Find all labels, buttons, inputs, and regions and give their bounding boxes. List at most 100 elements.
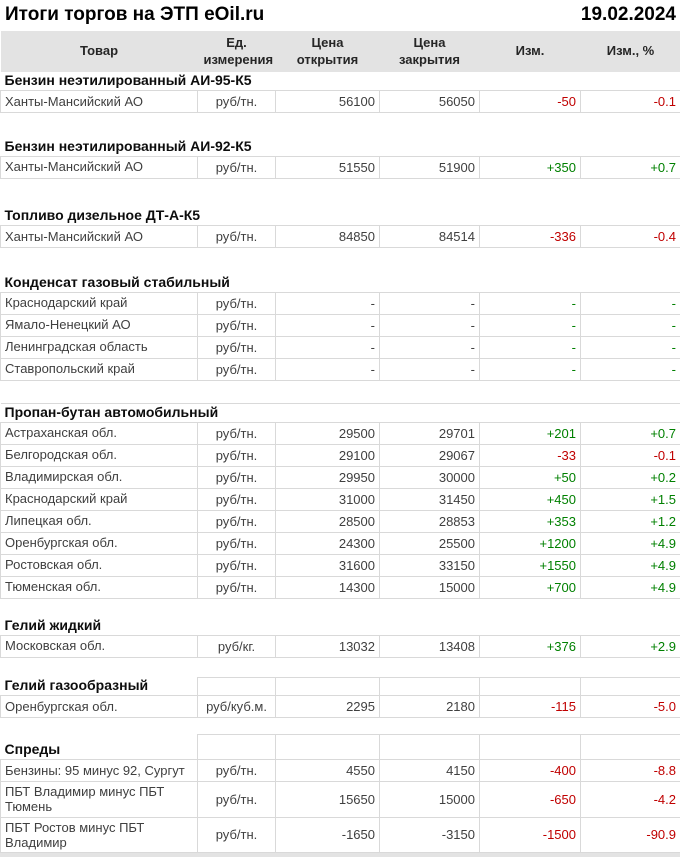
section-title-empty-cell [581,735,680,760]
cell-unit: руб/тн. [198,336,276,358]
cell-change-pct: +0.2 [581,466,680,488]
section-title-empty-cell [480,735,581,760]
cell-change-pct: +0.7 [581,422,680,444]
cell-change: +700 [480,576,581,598]
section-spacer [1,718,680,735]
cell-product: Владимирская обл. [1,466,198,488]
cell-open-price: 84850 [276,226,380,248]
cell-unit: руб/тн. [198,532,276,554]
cell-open-price: 31600 [276,554,380,576]
cell-change: - [480,314,581,336]
cell-change: -400 [480,760,581,782]
cell-open-price: -1650 [276,817,380,853]
cell-change: +450 [480,488,581,510]
cell-close-price: 33150 [380,554,480,576]
cell-product: Ямало-Ненецкий АО [1,314,198,336]
cell-change: +1550 [480,554,581,576]
cell-change-pct: +0.7 [581,156,680,178]
cell-close-price: 28853 [380,510,480,532]
section-title: Гелий жидкий [1,616,680,635]
cell-unit: руб/куб.м. [198,696,276,718]
cell-open-price: 56100 [276,91,380,113]
section-header-row: Пропан-бутан автомобильный [1,403,680,422]
cell-open-price: - [276,358,380,380]
cell-unit: руб/тн. [198,444,276,466]
section-header-row: Гелий газообразный [1,677,680,696]
cell-change-pct: +1.5 [581,488,680,510]
cell-change: -50 [480,91,581,113]
cell-change-pct: - [581,292,680,314]
cell-product: ПБТ Владимир минус ПБТ Тюмень [1,782,198,818]
spacer-cell [1,178,680,207]
column-header-product: Товар [1,31,198,72]
cell-product: Тюменская обл. [1,576,198,598]
cell-change: -336 [480,226,581,248]
cell-close-price: 56050 [380,91,480,113]
spacer-cell [1,248,680,274]
trading-results-table: Товар Ед. измерения Цена открытия Цена з… [0,31,680,853]
cell-change-pct: -5.0 [581,696,680,718]
cell-close-price: 25500 [380,532,480,554]
cell-change-pct: +4.9 [581,576,680,598]
section-title: Гелий газообразный [1,677,198,696]
section-spacer [1,248,680,274]
cell-product: Ставропольский край [1,358,198,380]
cell-close-price: 29067 [380,444,480,466]
cell-change-pct: - [581,314,680,336]
cell-close-price: - [380,292,480,314]
section-spacer [1,178,680,207]
cell-open-price: 15650 [276,782,380,818]
cell-product: Ханты-Мансийский АО [1,91,198,113]
section-title-empty-cell [380,735,480,760]
cell-change: +353 [480,510,581,532]
section-spacer [1,657,680,677]
cell-close-price: - [380,314,480,336]
cell-unit: руб/тн. [198,554,276,576]
cell-open-price: 29100 [276,444,380,466]
cell-close-price: - [380,358,480,380]
cell-change-pct: - [581,336,680,358]
cell-change-pct: -0.4 [581,226,680,248]
cell-open-price: 29500 [276,422,380,444]
section-title-empty-cell [276,677,380,696]
report-header: Итоги торгов на ЭТП eOil.ru 19.02.2024 [0,0,680,31]
cell-close-price: 30000 [380,466,480,488]
section-title: Топливо дизельное ДТ-А-К5 [1,207,680,226]
cell-change-pct: -90.9 [581,817,680,853]
cell-unit: руб/тн. [198,782,276,818]
cell-close-price: 15000 [380,576,480,598]
section-spacer [1,113,680,138]
cell-unit: руб/тн. [198,358,276,380]
cell-change: - [480,358,581,380]
section-title-empty-cell [380,677,480,696]
cell-change: -115 [480,696,581,718]
cell-change-pct: +4.9 [581,532,680,554]
section-title: Пропан-бутан автомобильный [1,403,680,422]
cell-close-price: 84514 [380,226,480,248]
cell-product: Астраханская обл. [1,422,198,444]
section-title-empty-cell [198,735,276,760]
cell-unit: руб/тн. [198,422,276,444]
cell-change-pct: -8.8 [581,760,680,782]
cell-change-pct: +2.9 [581,635,680,657]
section-header-row: Бензин неэтилированный АИ-92-К5 [1,138,680,157]
cell-change: +376 [480,635,581,657]
section-header-row: Спреды [1,735,680,760]
cell-product: Липецкая обл. [1,510,198,532]
spacer-cell [1,113,680,138]
report-date: 19.02.2024 [581,4,676,26]
cell-open-price: 51550 [276,156,380,178]
cell-product: ПБТ Ростов минус ПБТ Владимир [1,817,198,853]
cell-open-price: 13032 [276,635,380,657]
cell-change-pct: - [581,358,680,380]
